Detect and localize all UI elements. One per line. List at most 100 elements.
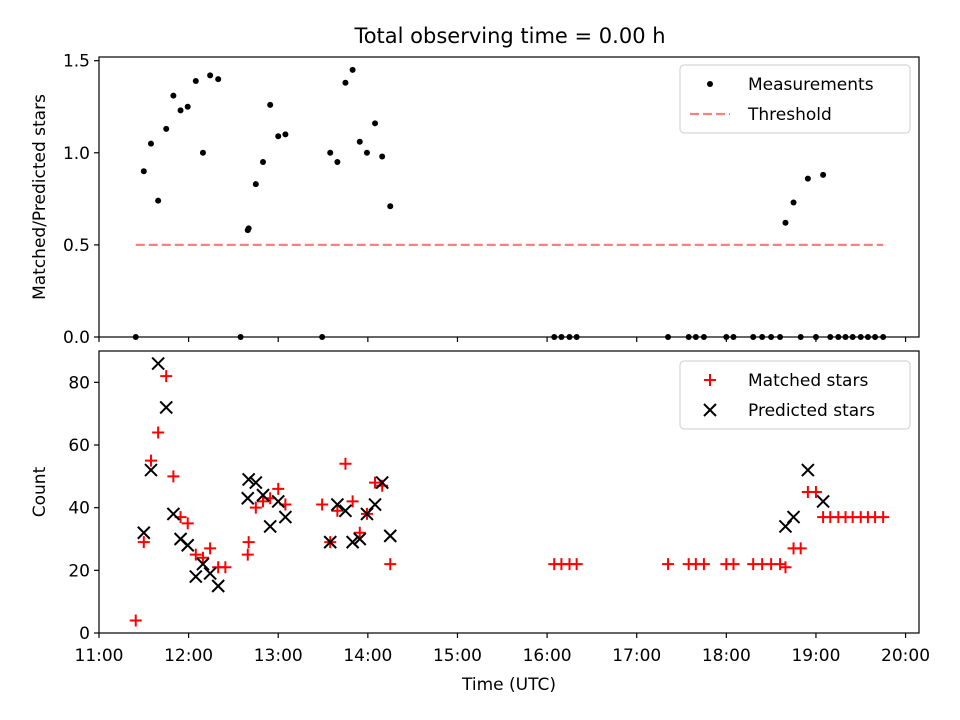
legend-label: Predicted stars [748, 401, 875, 421]
legend-label: Matched stars [748, 371, 868, 391]
predicted-star-point [241, 472, 256, 487]
matched-star-point [809, 486, 822, 498]
y-tick-label: 0.0 [63, 328, 90, 348]
predicted-star-point [211, 579, 225, 593]
x-tick-label: 16:00 [523, 646, 572, 666]
predicted-star-point [249, 475, 263, 490]
predicted-star-point [368, 497, 382, 512]
predicted-star-point [353, 532, 367, 546]
matched-star-point [339, 457, 352, 470]
predicted-star-point [345, 535, 360, 549]
matched-star-point [129, 614, 142, 627]
measurement-point [199, 149, 206, 156]
matched-star-point [316, 498, 329, 511]
matched-star-point [242, 536, 255, 549]
chart-title: Total observing time = 0.00 h [353, 24, 665, 48]
legend-marker-dot [707, 81, 713, 87]
y-tick-label: 1.0 [63, 144, 90, 164]
measurement-point [820, 171, 827, 178]
predicted-star-point [330, 497, 345, 512]
measurement-point [872, 334, 879, 340]
measurement-point [237, 334, 244, 340]
matched-star-point [181, 517, 194, 530]
predicted-star-point [383, 529, 397, 543]
predicted-star-point [278, 510, 293, 524]
matched-star-point [369, 476, 382, 489]
matched-star-point [204, 542, 217, 555]
x-tick-label: 14:00 [343, 646, 392, 666]
measurement-point [685, 334, 692, 340]
predicted-star-point [263, 519, 277, 534]
axes-frame [98, 56, 920, 338]
y-tick-label: 40 [68, 499, 90, 519]
legend-label: Measurements [748, 75, 874, 95]
predicted-star-point [137, 526, 151, 540]
measurement-point [215, 76, 222, 83]
measurement-point [132, 334, 139, 340]
measurement-point [835, 334, 842, 340]
measurement-point [723, 334, 730, 340]
measurement-point [260, 159, 266, 165]
predicted-star-point [375, 475, 389, 490]
measurement-point [140, 168, 147, 175]
y-axis-label: Count [30, 466, 50, 517]
measurement-point [797, 334, 804, 340]
measurement-point [155, 197, 162, 204]
y-tick-label: 60 [68, 436, 90, 456]
predicted-star-point [271, 494, 285, 509]
measurement-point [558, 334, 565, 340]
measurement-point [768, 334, 775, 340]
matched-star-point [272, 482, 285, 495]
measurement-point [192, 77, 199, 84]
matched-star-point [697, 558, 710, 571]
measurement-point [777, 334, 784, 340]
measurement-point [692, 334, 699, 340]
legend-box [679, 64, 911, 134]
measurement-point [252, 181, 259, 188]
y-tick-label: 20 [68, 561, 90, 581]
measurement-point [782, 219, 789, 226]
predicted-star-point [189, 569, 203, 584]
matched-star-point [189, 548, 202, 561]
predicted-star-point [786, 510, 801, 524]
matched-star-point [152, 426, 165, 439]
y-tick-label: 0 [79, 624, 90, 644]
legend-marker-plus [704, 374, 716, 386]
x-tick-label: 13:00 [254, 646, 303, 666]
legend-box [679, 360, 911, 430]
measurement-point [245, 225, 252, 232]
measurement-point [566, 334, 573, 340]
measurement-point [864, 334, 871, 340]
predicted-star-point [338, 504, 353, 518]
measurement-point [849, 334, 856, 340]
measurement-point [282, 131, 289, 138]
measurement-point [275, 133, 282, 140]
matched-star-point [249, 501, 262, 514]
y-tick-label: 1.5 [63, 52, 90, 72]
predicted-star-point [801, 463, 815, 477]
count-panel: 0 20 40 60 80 11:00 12:00 13:00 14:00 15:00 16:00 1… [30, 350, 930, 695]
x-tick-label: 15:00 [433, 646, 482, 666]
matched-star-point [353, 526, 366, 539]
y-tick-label: 80 [68, 373, 90, 393]
matched-star-point [241, 548, 254, 561]
matched-star-point [167, 470, 180, 483]
measurement-point [147, 140, 154, 147]
measurement-point [730, 334, 737, 340]
x-tick-label: 19:00 [791, 646, 840, 666]
measurement-point [334, 159, 341, 165]
x-tick-label: 12:00 [164, 646, 213, 666]
x-tick-label: 18:00 [702, 646, 751, 666]
predicted-star-point [196, 557, 210, 571]
matched-star-point [779, 561, 792, 574]
legend-marker-x [703, 403, 717, 417]
axes-frame [98, 350, 920, 634]
matched-star-point [219, 561, 232, 574]
matched-star-point [794, 542, 807, 555]
predicted-star-point [241, 491, 255, 505]
measurement-point [573, 334, 580, 340]
measurement-point [842, 334, 849, 340]
measurement-point [372, 120, 379, 127]
measurement-point [363, 149, 370, 156]
